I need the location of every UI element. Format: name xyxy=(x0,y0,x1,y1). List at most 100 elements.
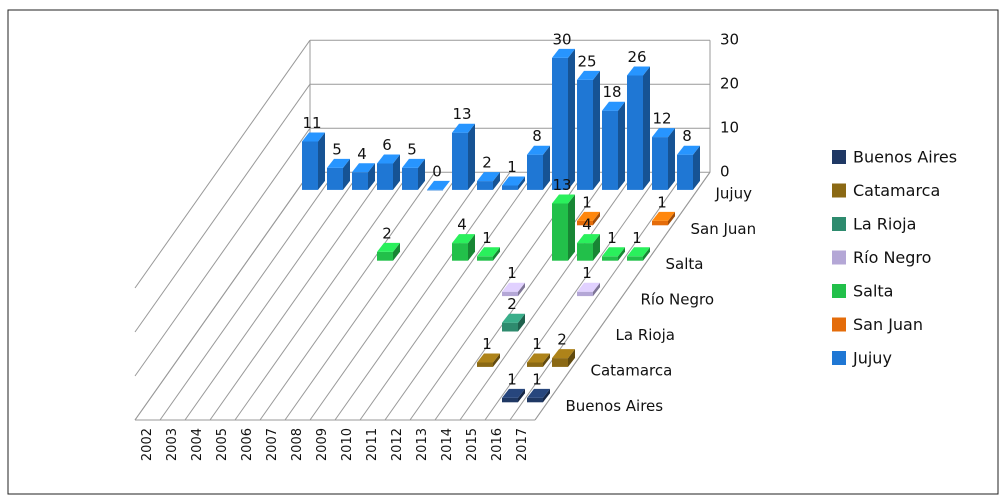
bar-side xyxy=(593,234,600,261)
bar xyxy=(477,353,500,367)
legend-swatch xyxy=(832,150,846,164)
value-label: 30 xyxy=(552,30,571,48)
x-tick-label: 2010 xyxy=(340,428,355,461)
legend-label: Buenos Aires xyxy=(853,148,957,167)
bar-top xyxy=(502,313,525,323)
bar xyxy=(352,163,375,190)
bar xyxy=(502,176,525,190)
bar-side xyxy=(343,158,350,190)
floor-line xyxy=(184,171,361,421)
bar xyxy=(577,282,600,297)
bar-top xyxy=(677,145,700,155)
bar-side xyxy=(468,123,475,190)
x-tick-label: 2002 xyxy=(140,428,155,461)
legend-swatch xyxy=(832,250,846,265)
bar-front xyxy=(552,358,568,367)
bar xyxy=(452,234,475,261)
bar-side xyxy=(493,353,500,367)
bar-side xyxy=(493,247,500,261)
value-label: 1 xyxy=(532,370,542,388)
bar-top xyxy=(427,180,450,190)
value-label: 5 xyxy=(407,140,417,158)
bar-top xyxy=(377,154,400,164)
bar-side xyxy=(393,154,400,190)
bar xyxy=(527,388,550,403)
bar-side xyxy=(668,211,675,226)
bar-side xyxy=(368,163,375,190)
bar xyxy=(377,154,400,190)
value-label: 6 xyxy=(382,136,392,154)
value-label: 18 xyxy=(602,83,621,101)
frame xyxy=(7,9,999,495)
x-tick-label: 2013 xyxy=(415,428,430,461)
bar xyxy=(502,313,525,332)
grid-line xyxy=(134,83,311,333)
bar-top xyxy=(302,132,325,142)
x-tick-label: 2006 xyxy=(240,428,255,461)
bar xyxy=(652,128,675,190)
bar-top xyxy=(477,353,500,363)
bar-top xyxy=(652,128,675,138)
z-tick-label: 30 xyxy=(720,31,739,49)
bar-side xyxy=(668,128,675,190)
bar-front xyxy=(552,57,568,190)
floor-line xyxy=(309,171,486,421)
bar xyxy=(327,158,350,190)
bar xyxy=(527,353,550,367)
bar xyxy=(602,247,625,261)
x-tick-label: 2015 xyxy=(465,428,480,461)
bar-front xyxy=(577,291,593,297)
x-tick-label: 2003 xyxy=(165,428,180,461)
bar-top xyxy=(627,66,650,76)
floor-line xyxy=(359,171,536,421)
bar xyxy=(552,349,575,367)
value-label: 2 xyxy=(482,154,492,172)
bar-top xyxy=(452,234,475,244)
value-label: 1 xyxy=(507,158,517,176)
x-tick-label: 2014 xyxy=(440,428,455,461)
x-tick-label: 2017 xyxy=(515,428,530,461)
value-label: 2 xyxy=(557,331,567,349)
legend-label: Salta xyxy=(853,282,893,301)
x-tick-label: 2007 xyxy=(265,428,280,461)
bar-side xyxy=(568,48,575,190)
bar-front xyxy=(352,172,368,190)
bar-front xyxy=(602,256,618,261)
value-label: 4 xyxy=(457,216,467,234)
value-label: 11 xyxy=(302,114,321,132)
floor-line xyxy=(509,171,686,421)
legend-label: Jujuy xyxy=(852,349,892,368)
value-label: 8 xyxy=(682,127,692,145)
value-label: 13 xyxy=(552,176,571,194)
bar-front xyxy=(327,167,343,190)
bar-side xyxy=(593,70,600,190)
bar-front xyxy=(502,322,518,332)
bar-top xyxy=(327,158,350,168)
bar-side xyxy=(593,282,600,297)
value-label: 1 xyxy=(532,335,542,353)
value-label: 1 xyxy=(607,229,617,247)
bar-side xyxy=(568,194,575,261)
bar xyxy=(627,66,650,190)
bar-front xyxy=(577,220,593,226)
value-label: 26 xyxy=(627,48,646,66)
bar xyxy=(477,247,500,261)
bar-top xyxy=(577,234,600,244)
bar xyxy=(577,211,600,226)
bar xyxy=(677,145,700,190)
bar-top xyxy=(452,123,475,133)
value-label: 1 xyxy=(507,370,517,388)
legend-label: Catamarca xyxy=(853,181,940,200)
floor-line xyxy=(234,171,411,421)
grid-line xyxy=(134,39,311,289)
value-label: 4 xyxy=(582,216,592,234)
row-label: Jujuy xyxy=(715,184,753,202)
floor-line xyxy=(484,171,661,421)
x-tick-label: 2009 xyxy=(315,428,330,461)
bar xyxy=(552,48,575,190)
bar-side xyxy=(518,388,525,403)
bar-side xyxy=(418,158,425,190)
bar xyxy=(527,145,550,190)
bar-front xyxy=(652,137,668,190)
